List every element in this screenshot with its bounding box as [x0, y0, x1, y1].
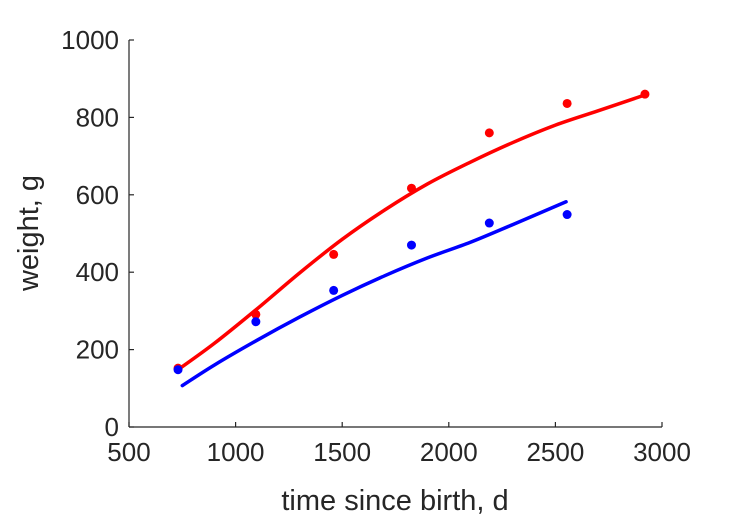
y-tick-label: 800 — [76, 102, 119, 132]
data-point — [484, 128, 494, 138]
data-point — [329, 285, 339, 295]
x-ticks: 500 1000 1500 2000 2500 3000 — [107, 422, 691, 467]
data-point — [484, 218, 494, 228]
data-point — [406, 183, 416, 193]
fit-curves — [176, 93, 647, 388]
y-ticks: 0 200 400 600 800 1000 — [61, 25, 134, 442]
y-tick-label: 600 — [76, 180, 119, 210]
data-point — [406, 240, 416, 250]
x-tick-label: 2500 — [526, 437, 584, 467]
data-point — [562, 210, 572, 220]
data-point — [562, 98, 572, 108]
data-point — [640, 89, 650, 99]
y-axis-label: weight, g — [13, 175, 45, 292]
data-point — [173, 365, 183, 375]
data-point — [251, 309, 261, 319]
y-tick-label: 400 — [76, 257, 119, 287]
x-axis-label: time since birth, d — [281, 485, 508, 517]
x-tick-label: 500 — [107, 437, 150, 467]
x-tick-label: 1500 — [313, 437, 371, 467]
y-tick-label: 1000 — [61, 25, 119, 55]
axes — [128, 40, 662, 428]
x-tick-label: 2000 — [420, 437, 478, 467]
fit-curve-2 — [180, 200, 568, 388]
x-tick-label: 1000 — [207, 437, 265, 467]
fit-curve-1 — [176, 93, 647, 372]
data-point — [329, 249, 339, 259]
data-point — [251, 317, 261, 327]
y-tick-label: 200 — [76, 335, 119, 365]
x-tick-label: 3000 — [633, 437, 691, 467]
data-points — [173, 89, 650, 375]
y-tick-label: 0 — [105, 412, 119, 442]
